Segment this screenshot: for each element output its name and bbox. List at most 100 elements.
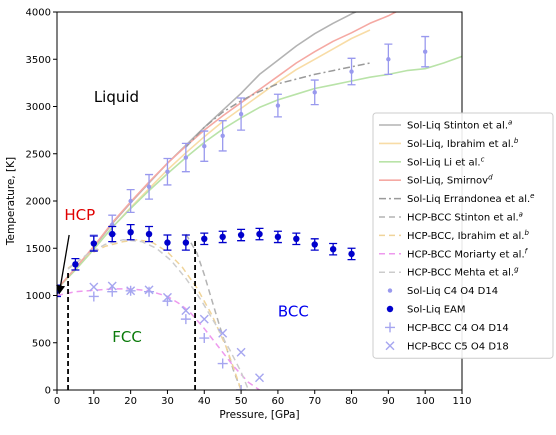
annotation-layer: Liquid HCP FCC BCC <box>56 88 309 390</box>
x-tick-label: 30 <box>161 396 174 407</box>
legend-label-name: HCP-BCC Stinton et al. <box>407 213 519 224</box>
data-point <box>312 90 317 95</box>
x-tick-label: 90 <box>382 396 395 407</box>
data-point <box>275 103 281 108</box>
region-label-liquid: Liquid <box>94 88 139 106</box>
data-point <box>183 155 189 160</box>
legend-label: Sol-Liq Errandonea et al.e <box>407 192 534 205</box>
y-tick-label: 0 <box>45 386 51 397</box>
legend-entry: HCP-BCC C4 O4 D14 <box>385 322 509 334</box>
data-point <box>236 385 247 390</box>
series-line <box>57 29 371 290</box>
legend-label-superscript: g <box>514 266 519 274</box>
series-layer <box>57 12 462 390</box>
data-point <box>236 347 246 357</box>
y-tick-label: 3000 <box>26 102 51 113</box>
legend-entry: HCP-BCC Stinton et al.a <box>379 211 523 224</box>
data-point <box>180 314 191 325</box>
legend-entry: HCP-BCC Moriarty et al.f <box>379 247 529 260</box>
x-tick-label: 0 <box>54 396 60 407</box>
data-point <box>128 198 133 204</box>
y-tick-label: 4000 <box>26 8 51 19</box>
legend-label-name: Sol-Liq, Smirnov <box>407 176 488 187</box>
series-12 <box>89 281 264 383</box>
x-axis-label: Pressure, [GPa] <box>219 409 299 421</box>
data-point <box>348 250 355 258</box>
y-tick-label: 1500 <box>26 244 51 255</box>
data-point <box>89 282 99 292</box>
series-4 <box>185 62 371 148</box>
data-point <box>274 233 282 241</box>
data-point <box>255 373 264 383</box>
legend-label-superscript: a <box>519 211 523 219</box>
legend-label: Sol-Liq Stinton et al.a <box>407 119 512 132</box>
legend-entry: HCP-BCC Mehta et al.g <box>379 266 519 279</box>
data-point <box>127 228 134 236</box>
series-8 <box>67 238 250 390</box>
x-tick-label: 60 <box>272 396 285 407</box>
legend-swatch <box>387 288 393 293</box>
legend-label-superscript: a <box>508 119 512 127</box>
axes-layer: 0 10 20 30 40 50 60 70 80 90 100 110 0 500 1000 1500 200… <box>5 8 472 422</box>
legend-entry: HCP-BCC, Ibrahim et al.b <box>379 229 529 242</box>
data-point <box>144 286 155 297</box>
data-point <box>386 57 391 62</box>
data-point <box>107 281 117 291</box>
legend-label-superscript: f <box>525 247 529 255</box>
legend-label-superscript: e <box>530 192 534 200</box>
data-point <box>256 230 263 238</box>
legend-entry: HCP-BCC C5 O4 D18 <box>385 341 509 352</box>
series-line <box>57 55 462 290</box>
data-point <box>311 241 318 248</box>
data-point <box>422 49 428 54</box>
series-2 <box>57 55 462 290</box>
data-point <box>329 245 337 253</box>
legend-label-superscript: b <box>514 137 519 145</box>
data-point <box>238 111 244 117</box>
data-point <box>201 235 208 242</box>
legend-label: HCP-BCC C5 O4 D18 <box>407 341 509 352</box>
series-3 <box>57 12 398 290</box>
legend-label-superscript: c <box>481 155 485 163</box>
series-7 <box>57 288 260 390</box>
x-tick-label: 50 <box>235 396 248 407</box>
region-label-bcc: BCC <box>278 302 309 320</box>
legend-label-name: Sol-Liq EAM <box>407 305 466 316</box>
series-1 <box>57 29 371 290</box>
data-point <box>202 143 207 149</box>
series-line <box>57 288 260 390</box>
legend-entry: Sol-Liq, Ibrahim et al.b <box>379 137 519 150</box>
data-point <box>220 133 225 138</box>
y-tick-label: 500 <box>32 338 51 349</box>
legend-label: HCP-BCC Moriarty et al.f <box>407 247 529 260</box>
data-point <box>181 306 191 316</box>
legend-label-name: HCP-BCC Moriarty et al. <box>407 249 525 260</box>
x-tick-label: 40 <box>198 396 211 407</box>
legend-label: Sol-Liq Li et al.c <box>407 155 485 168</box>
legend-swatch <box>385 341 395 351</box>
x-tick-label: 100 <box>416 396 435 407</box>
legend-label: Sol-Liq, Ibrahim et al.b <box>407 137 519 150</box>
data-point <box>349 69 354 74</box>
data-point <box>145 230 153 238</box>
data-point <box>217 358 228 369</box>
legend-entry: Sol-Liq, Smirnovd <box>379 174 493 187</box>
data-point <box>88 291 99 302</box>
region-label-hcp: HCP <box>64 206 95 224</box>
legend-entry: Sol-Liq Li et al.c <box>379 155 485 168</box>
legend-label-superscript: d <box>488 174 493 182</box>
y-axis-label: Temperature, [K] <box>5 157 17 246</box>
legend-label-name: HCP-BCC C5 O4 D18 <box>407 341 509 352</box>
legend: Sol-Liq Stinton et al.a Sol-Liq, Ibrahim … <box>372 112 554 359</box>
data-point <box>237 231 245 239</box>
data-point <box>165 169 170 174</box>
y-tick-label: 2500 <box>26 149 51 160</box>
region-label-fcc: FCC <box>112 328 142 346</box>
y-tick-label: 3500 <box>26 55 51 66</box>
data-point <box>126 286 136 296</box>
legend-label-name: HCP-BCC C4 O4 D14 <box>407 323 509 334</box>
data-point <box>107 286 118 297</box>
legend-label: HCP-BCC, Ibrahim et al.b <box>407 229 529 242</box>
